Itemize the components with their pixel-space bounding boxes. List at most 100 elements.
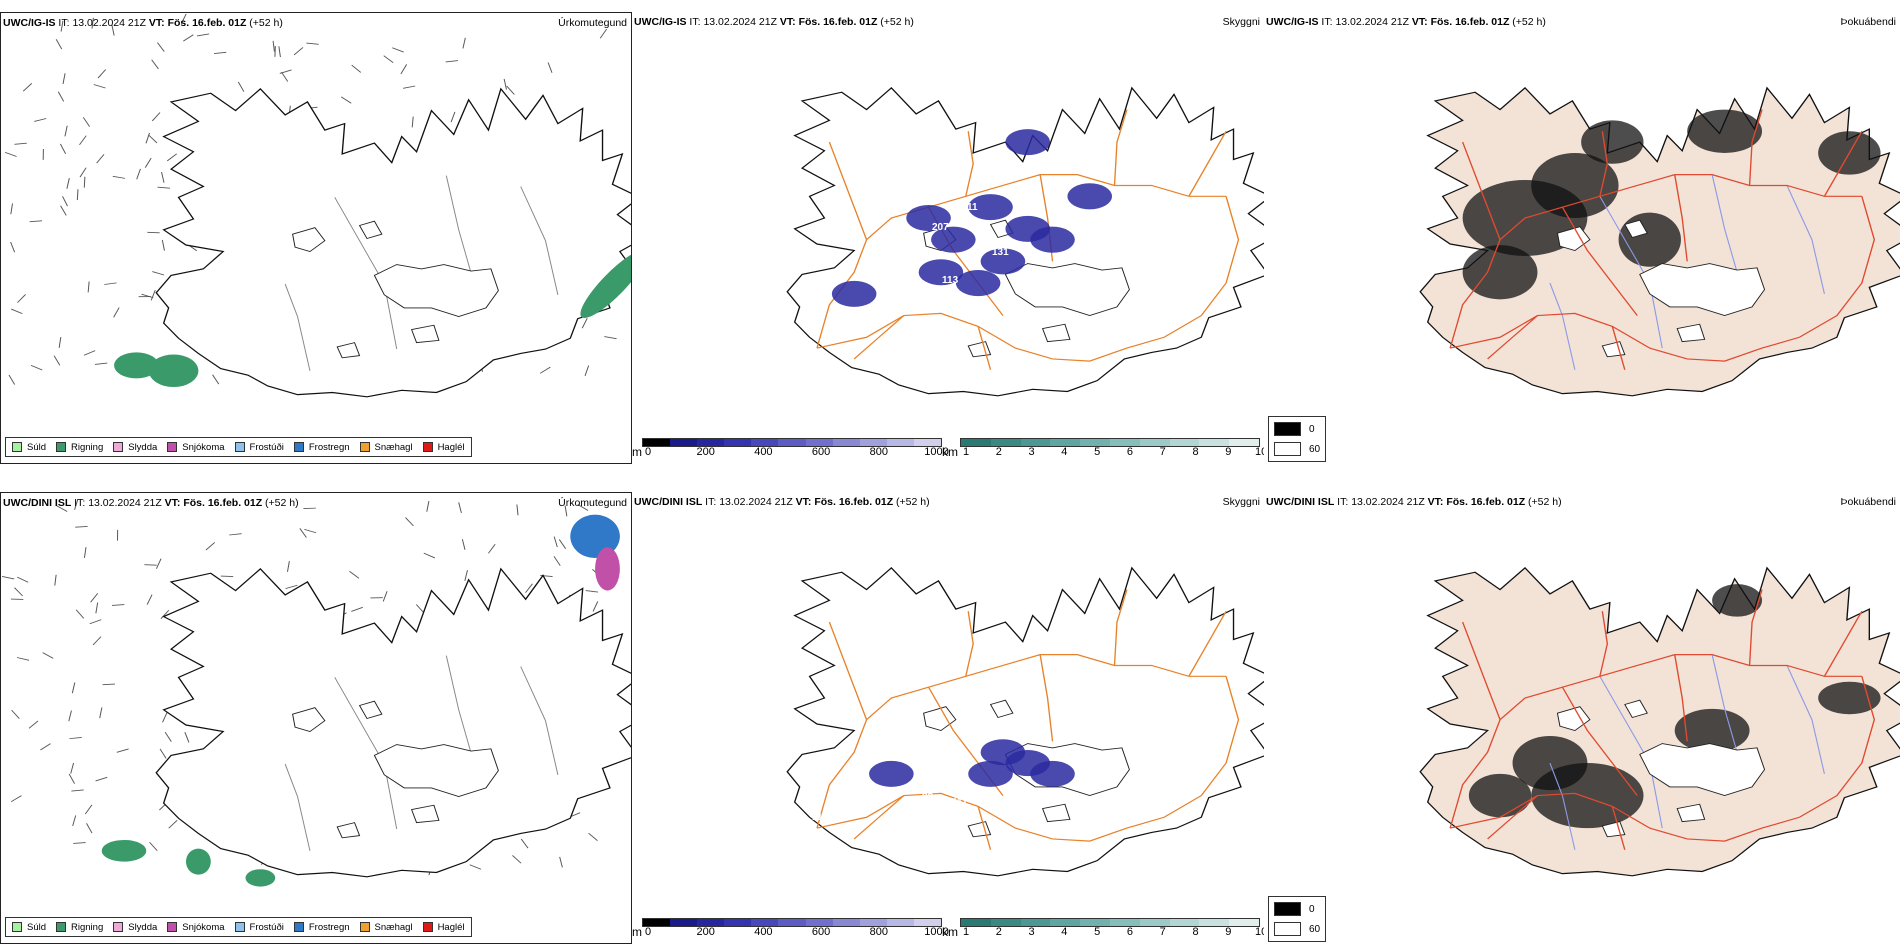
- colorbar-cell: [1109, 919, 1140, 926]
- legend-swatch: [167, 922, 178, 932]
- legend-item: Frostúði: [234, 922, 284, 933]
- model-name: UWC/DINI ISL: [634, 496, 703, 508]
- wind-barb: [212, 374, 220, 385]
- legend-item: Frostregn: [293, 922, 350, 933]
- wind-barb: [147, 231, 160, 234]
- wind-barb: [102, 683, 115, 686]
- glacier-outline: [967, 821, 992, 838]
- road-line: [965, 611, 974, 677]
- low-cloud-area: [968, 760, 1013, 787]
- glacier-outline: [373, 264, 499, 318]
- road-line: [1113, 109, 1128, 186]
- cloud_base_scale-colorbar: m 0 200 400 600 800 1000: [632, 918, 952, 942]
- wind-barb: [461, 539, 466, 550]
- wind-barb: [111, 604, 125, 606]
- it-label: IT:: [58, 17, 70, 29]
- wind-barb: [74, 499, 79, 510]
- legend-swatch: [113, 442, 124, 452]
- field-name: Úrkomutegund: [558, 17, 627, 29]
- fog-legend-row: 60: [1274, 442, 1320, 456]
- wind-barb: [148, 134, 158, 144]
- wind-barb: [79, 135, 87, 146]
- wind-barb: [196, 33, 210, 37]
- low-cloud-area: [831, 280, 877, 307]
- it-value: 13.02.2024 21Z: [72, 17, 146, 29]
- wind-barb: [553, 556, 561, 566]
- wind-barb: [403, 85, 416, 89]
- colorbar-cell: [1080, 919, 1110, 926]
- field-name: Skyggni: [1222, 16, 1260, 28]
- wind-barb: [588, 832, 598, 841]
- fog-legend-swatch: [1274, 422, 1301, 436]
- glacier-outline: [1601, 341, 1626, 358]
- colorbar-cell: [1229, 439, 1259, 446]
- wind-barb: [285, 584, 298, 590]
- wind-barb: [16, 657, 30, 661]
- wind-barb: [293, 47, 304, 56]
- road-line: [1449, 676, 1876, 842]
- colorbar-cell: [1199, 439, 1230, 446]
- colorbar-cell: [1020, 919, 1051, 926]
- wind-barb: [70, 762, 75, 774]
- wind-barb: [57, 91, 65, 102]
- it-label: IT:: [1321, 16, 1333, 28]
- wind-barb: [152, 271, 165, 276]
- wind-barb: [113, 307, 120, 318]
- field-name: Þokuábendi: [1840, 496, 1896, 508]
- wind-barb: [76, 189, 79, 201]
- wind-barb: [59, 143, 67, 155]
- fog-area: [1581, 120, 1644, 164]
- wind-barb: [60, 205, 67, 216]
- wind-barb: [160, 610, 170, 619]
- wind-barb: [116, 748, 129, 753]
- road-line: [927, 206, 1004, 316]
- colorbar-cell: [1050, 439, 1081, 446]
- colorbar-cell: [1080, 439, 1110, 446]
- station-label: 128: [952, 172, 969, 183]
- wind-barb: [464, 570, 468, 581]
- wind-barb: [112, 175, 126, 179]
- legend-label: Snæhagl: [374, 441, 413, 453]
- colorbar-tick: 3: [1028, 446, 1035, 458]
- station-label: 107: [862, 262, 879, 273]
- legend-item: Rigning: [56, 442, 103, 453]
- road-line: [1823, 610, 1863, 677]
- legend-item: Súld: [12, 442, 46, 453]
- precip-area: [570, 514, 620, 559]
- precip-area: [101, 839, 147, 862]
- legend-swatch: [422, 922, 433, 932]
- legend-swatch: [359, 442, 370, 452]
- wind-barb: [151, 59, 159, 70]
- river-line: [334, 197, 398, 350]
- wind-barb: [54, 574, 57, 586]
- glacier-outline: [923, 706, 957, 732]
- it-value: 13.02.2024 21Z: [1335, 16, 1409, 28]
- road-line: [1823, 130, 1863, 197]
- river-line: [284, 763, 311, 851]
- wind-barb: [405, 517, 414, 527]
- road-line: [1599, 611, 1609, 677]
- fog-legend-swatch: [1274, 442, 1301, 456]
- map-canvas: [786, 566, 1264, 877]
- fog-index-legend: 0 60: [1268, 416, 1326, 462]
- colorbar-cell: [886, 919, 914, 926]
- glacier-outline: [1624, 219, 1648, 239]
- road-line: [1449, 196, 1876, 362]
- station-label: 111: [962, 202, 978, 213]
- wind-barb: [469, 864, 482, 870]
- wind-barb: [278, 46, 281, 58]
- wind-barb: [558, 539, 567, 549]
- station-label: 88: [922, 792, 934, 803]
- wind-barb: [136, 168, 141, 180]
- river-line: [1599, 196, 1663, 349]
- colorbar-cell: [1020, 439, 1051, 446]
- river-line: [445, 175, 472, 274]
- map-canvas: [1, 499, 631, 887]
- map-layer: [786, 86, 1264, 397]
- colorbar-tick: 400: [754, 446, 773, 458]
- colorbar-cell: [1109, 439, 1140, 446]
- colorbar-cell: [990, 439, 1021, 446]
- fog-index-legend: 0 60: [1268, 896, 1326, 942]
- glacier-outline: [410, 804, 440, 824]
- wind-barb: [304, 528, 317, 534]
